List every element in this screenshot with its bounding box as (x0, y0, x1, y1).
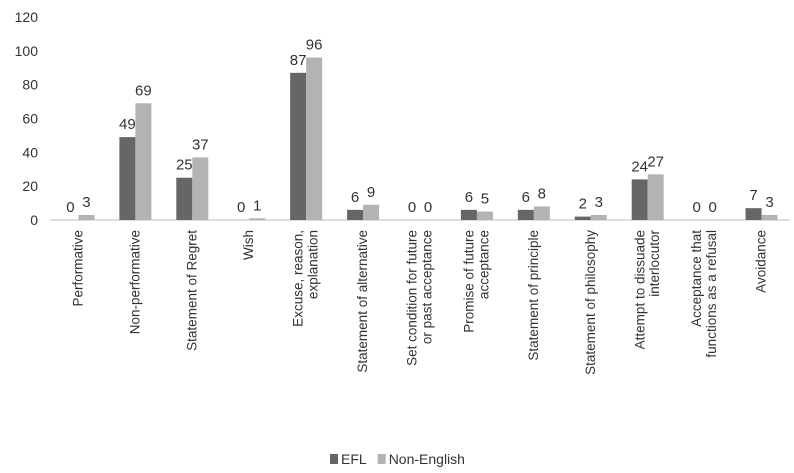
data-label: 24 (631, 158, 648, 175)
bar (176, 177, 193, 220)
legend-swatch (330, 454, 338, 464)
bar (590, 214, 607, 220)
data-label: 69 (135, 82, 152, 99)
data-label: 5 (481, 191, 489, 208)
x-tick-label: Promise of futureacceptance (461, 230, 491, 333)
x-tick-label: Avoidance (754, 230, 769, 293)
legend-swatch (377, 454, 386, 464)
data-label: 6 (351, 189, 359, 206)
data-label: 0 (692, 199, 700, 216)
x-tick-label: Acceptance thatfunctions as a refusal (689, 230, 719, 358)
x-tick-label: Set condition for futureor past acceptan… (405, 230, 435, 366)
bar (574, 216, 591, 220)
bar (363, 204, 380, 220)
bar (290, 72, 307, 220)
data-label: 87 (290, 52, 307, 69)
data-label: 6 (522, 189, 530, 206)
x-tick-label: Non-performative (127, 230, 142, 334)
data-label: 2 (579, 196, 587, 213)
legend-label: EFL (341, 451, 367, 467)
bar (761, 214, 778, 220)
data-label: 9 (367, 184, 375, 201)
y-tick-label: 20 (22, 178, 38, 194)
y-tick-label: 60 (22, 111, 38, 127)
data-label: 3 (595, 194, 603, 211)
x-tick-label: Statement of principle (526, 230, 541, 361)
data-label: 3 (765, 194, 773, 211)
data-label: 0 (237, 199, 245, 216)
bar (745, 208, 762, 220)
x-tick-label: Statement of Regret (184, 230, 199, 351)
legend-label: Non-English (389, 451, 465, 467)
data-label: 0 (408, 199, 416, 216)
bar (517, 209, 534, 220)
bar (647, 174, 664, 220)
bar (631, 179, 648, 220)
bar (135, 103, 152, 220)
y-tick-label: 0 (30, 212, 38, 228)
data-label: 49 (119, 116, 136, 133)
data-label: 1 (253, 197, 261, 214)
bar (533, 206, 550, 220)
x-tick-label: Performative (70, 230, 85, 307)
bar (347, 209, 364, 220)
x-tick-label: Statement of alternative (355, 230, 370, 373)
data-label: 27 (647, 153, 664, 170)
data-label: 6 (465, 189, 473, 206)
x-tick-label: Wish (241, 230, 256, 260)
x-tick-label: Excuse, reason,explanation (291, 230, 321, 327)
y-tick-label: 80 (22, 77, 38, 93)
data-label: 25 (176, 157, 193, 174)
data-label: 0 (424, 199, 432, 216)
y-tick-label: 100 (15, 43, 39, 59)
y-tick-label: 40 (22, 144, 38, 160)
bar (460, 209, 477, 220)
bar (249, 218, 266, 220)
bar (476, 211, 493, 220)
data-label: 0 (708, 199, 716, 216)
data-label: 3 (82, 194, 90, 211)
x-tick-label: Statement of philosophy (583, 230, 598, 375)
data-label: 0 (66, 199, 74, 216)
data-label: 7 (749, 187, 757, 204)
bar (192, 157, 209, 220)
data-label: 96 (306, 37, 323, 54)
bar (306, 57, 323, 220)
y-tick-label: 120 (15, 9, 39, 25)
x-tick-label: Attempt to dissuadeinterlocutor (632, 230, 662, 350)
bar (78, 214, 95, 220)
data-label: 37 (192, 136, 209, 153)
data-label: 8 (538, 185, 546, 202)
bar (119, 137, 136, 220)
